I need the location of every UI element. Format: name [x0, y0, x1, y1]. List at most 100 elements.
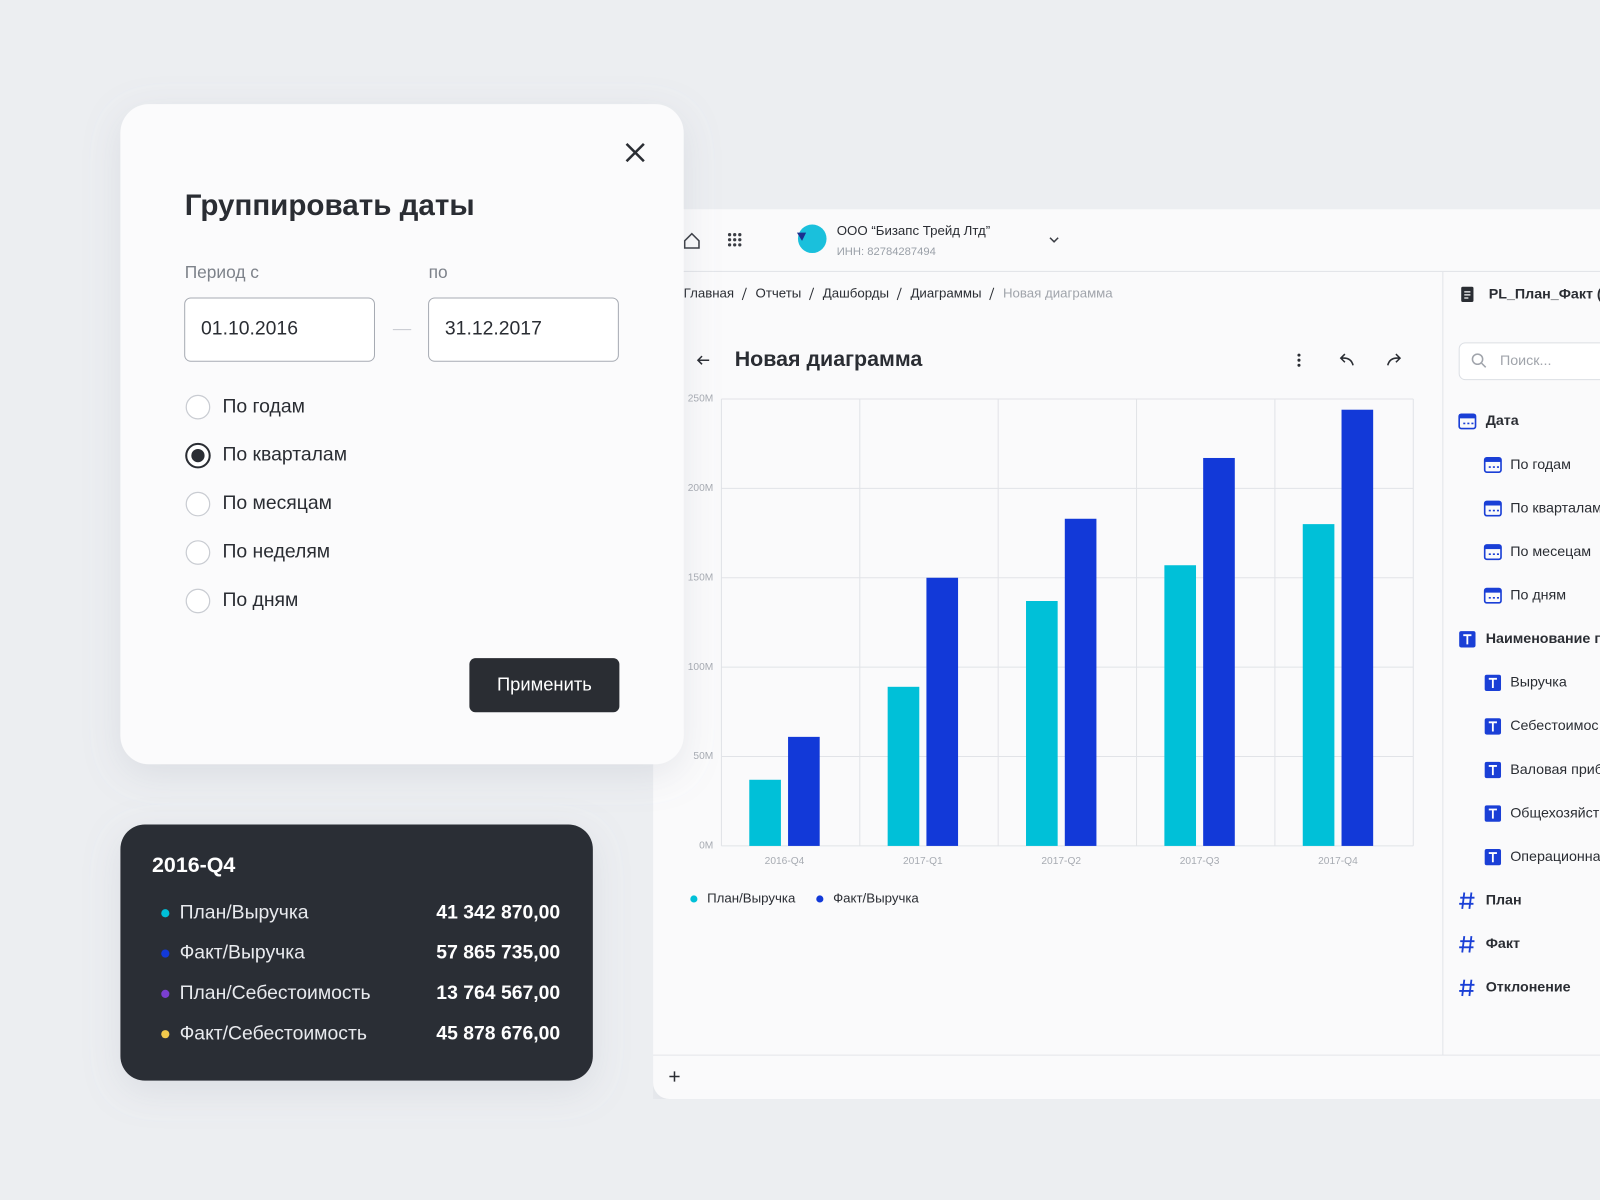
dialog-panel [120, 104, 684, 765]
tooltip-row-name: План/Выручка [180, 901, 309, 923]
from-value: 01.10.2016 [201, 318, 298, 340]
breadcrumb[interactable]: Диаграммы [910, 285, 981, 300]
field-item[interactable]: По месецам [1510, 544, 1591, 560]
x-tick-label: 2017-Q4 [1318, 856, 1358, 867]
text-icon [1488, 764, 1497, 776]
tooltip-row-value: 41 342 870,00 [436, 901, 560, 923]
tooltip-dot [161, 949, 170, 958]
from-label: Период с [185, 262, 260, 282]
search-icon [1471, 353, 1484, 366]
text-icon [1488, 721, 1497, 732]
tooltip-panel [120, 824, 593, 1081]
to-label: по [429, 262, 448, 282]
field-list: Дата По годам По кварталам По месецам По дня… [1458, 413, 1600, 997]
search-box[interactable] [1458, 342, 1600, 381]
company-name[interactable]: ООО “Бизапс Трейд Лтд” [837, 223, 990, 238]
radio-label[interactable]: По месяцам [222, 492, 332, 514]
legend-dot [816, 895, 824, 903]
breadcrumb-separator [896, 287, 902, 301]
radio[interactable] [185, 588, 211, 614]
field-item[interactable]: Выручка [1510, 675, 1567, 691]
text-icon [1463, 634, 1472, 645]
radio-dot [191, 448, 205, 463]
y-tick-label: 200M [688, 483, 713, 494]
radio-label[interactable]: По годам [222, 395, 304, 417]
bar[interactable] [926, 577, 959, 846]
legend-label[interactable]: Факт/Выручка [833, 890, 919, 905]
breadcrumb: Новая диаграмма [1003, 285, 1113, 300]
bar[interactable] [1164, 565, 1197, 846]
add-tab-button[interactable] [669, 1071, 680, 1082]
chart: 0M 50M 100M 150M 200M 250M 2016-Q4 2017-Q1 2017-… [688, 394, 1414, 905]
legend-label[interactable]: План/Выручка [707, 890, 796, 905]
radio[interactable] [185, 491, 211, 517]
breadcrumb-separator [989, 287, 995, 301]
radio[interactable] [185, 394, 211, 420]
field-item[interactable]: По дням [1510, 587, 1566, 603]
breadcrumb[interactable]: Дашборды [823, 285, 889, 300]
field-group[interactable]: Дата [1486, 413, 1520, 429]
date-icon [1484, 588, 1502, 593]
bar[interactable] [1302, 524, 1335, 846]
bar[interactable] [1203, 457, 1235, 846]
date-icon [1484, 501, 1502, 506]
field-group[interactable]: Наименование по [1486, 631, 1600, 647]
tooltip-row-name: План/Себестоимость [180, 982, 371, 1004]
menu-button[interactable] [1297, 353, 1301, 367]
back-button[interactable] [696, 355, 710, 365]
redo-button[interactable] [1387, 353, 1402, 366]
apps-icon[interactable] [727, 233, 742, 247]
bar[interactable] [788, 736, 820, 846]
breadcrumb-separator [741, 287, 747, 301]
breadcrumb[interactable]: Отчеты [756, 285, 802, 300]
tooltip-rows: План/Выручка 41 342 870,00 Факт/Выручка 57 … [161, 901, 560, 1044]
field-group[interactable]: Факт [1486, 936, 1520, 952]
radio[interactable] [185, 540, 211, 565]
search-icon [1481, 362, 1487, 368]
field-item[interactable]: Валовая приб [1510, 762, 1600, 778]
company-inn: ИНН: 82784287494 [837, 246, 936, 258]
breadcrumb[interactable]: Главная [684, 285, 734, 300]
field-group[interactable]: Отклонение [1486, 980, 1571, 996]
undo-button[interactable] [1339, 353, 1354, 366]
text-icon [1488, 852, 1497, 863]
company-avatar-mark [796, 232, 807, 241]
to-input[interactable] [428, 297, 619, 362]
from-input[interactable] [184, 297, 375, 362]
x-tick-label: 2017-Q1 [903, 856, 943, 867]
chart-title: Новая диаграмма [735, 347, 924, 371]
tooltip-dot [161, 909, 170, 918]
bar[interactable] [1341, 409, 1374, 846]
y-tick-label: 250M [688, 394, 713, 405]
company-dropdown[interactable] [1049, 237, 1059, 243]
home-icon[interactable] [683, 232, 700, 249]
field-item[interactable]: Общехозяйст [1510, 805, 1600, 821]
bar[interactable] [1064, 518, 1097, 846]
x-tick-label: 2016-Q4 [765, 856, 805, 867]
bar[interactable] [749, 779, 781, 846]
number-icon [1459, 936, 1475, 953]
radio-label[interactable]: По дням [222, 589, 298, 611]
x-tick-label: 2017-Q3 [1180, 856, 1220, 867]
text-icon [1488, 808, 1497, 819]
apply-button-label[interactable]: Применить [497, 674, 592, 695]
field-item[interactable]: Себестоимос [1510, 718, 1598, 734]
apply-button[interactable] [469, 658, 620, 713]
close-button[interactable] [625, 142, 645, 163]
field-item[interactable]: Операционна [1510, 849, 1600, 865]
company-avatar [797, 224, 827, 254]
date-icon [1484, 457, 1502, 462]
tooltip-row-value: 13 764 567,00 [436, 982, 560, 1004]
bar[interactable] [887, 686, 920, 846]
field-group[interactable]: План [1486, 892, 1522, 908]
bar[interactable] [1026, 600, 1058, 846]
radio-label[interactable]: По кварталам [222, 444, 347, 466]
radio-label[interactable]: По неделям [222, 541, 330, 563]
breadcrumbs: Главная Отчеты Дашборды Диаграммы Новая диаг… [684, 285, 1114, 300]
field-item[interactable]: По годам [1510, 457, 1571, 473]
tooltip-title: 2016-Q4 [152, 853, 235, 877]
field-item[interactable]: По кварталам [1510, 500, 1600, 516]
number-icon [1459, 979, 1475, 997]
date-icon [1459, 414, 1476, 419]
date-icon [1484, 544, 1502, 550]
